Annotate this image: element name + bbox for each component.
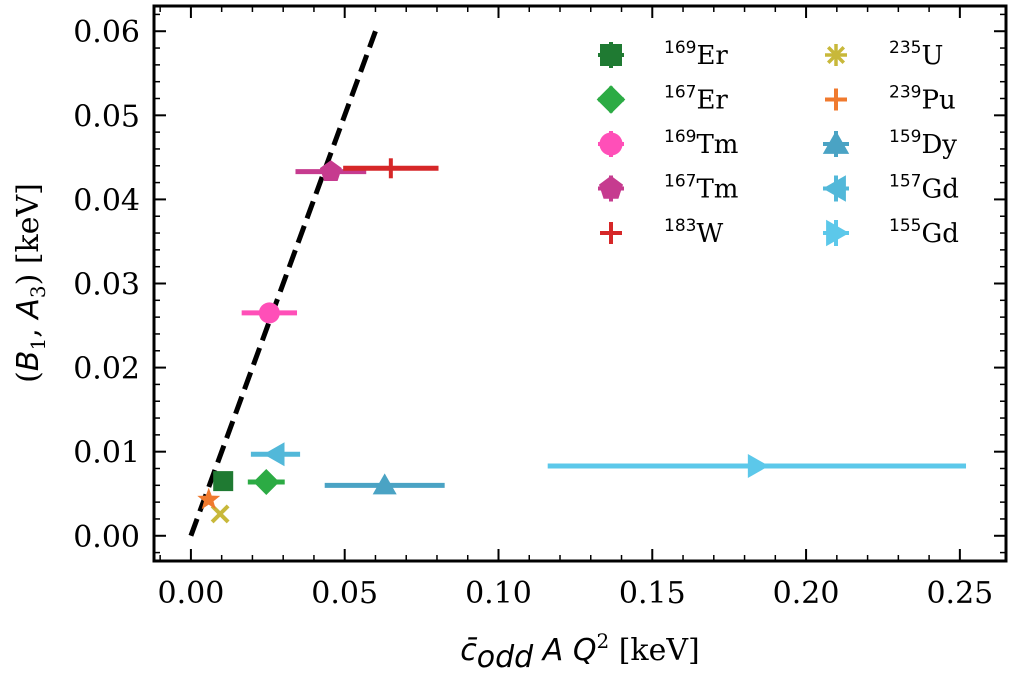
x-tick-label: 0.25 bbox=[926, 576, 993, 611]
legend-item-gd-155: 155Gd bbox=[823, 216, 959, 249]
legend-marker bbox=[822, 175, 846, 202]
data-point bbox=[263, 442, 285, 467]
data-layer bbox=[197, 158, 967, 524]
legend-label: 157Gd bbox=[889, 172, 959, 205]
series-tm-167 bbox=[295, 160, 367, 181]
y-tick-label: 0.01 bbox=[73, 436, 140, 471]
series-w-183 bbox=[343, 158, 439, 179]
data-point bbox=[258, 302, 280, 324]
legend-marker-ray bbox=[826, 45, 846, 65]
legend-marker bbox=[599, 132, 623, 156]
data-point bbox=[253, 468, 280, 495]
legend-item-tm-169: 169Tm bbox=[598, 127, 738, 160]
series-gd-157 bbox=[250, 442, 301, 467]
legend-label: 169Er bbox=[664, 38, 728, 71]
legend-item-w-183: 183W bbox=[600, 216, 723, 249]
legend-item-er-167: 167Er bbox=[596, 83, 728, 116]
legend-marker bbox=[600, 222, 622, 244]
y-tick-label: 0.02 bbox=[73, 352, 140, 387]
data-point bbox=[319, 160, 342, 181]
data-point bbox=[213, 471, 234, 492]
legend-marker bbox=[822, 130, 850, 154]
fit-line bbox=[188, 30, 378, 537]
y-axis-label: (B1, A3) [keV] bbox=[11, 183, 50, 383]
series-er-167 bbox=[247, 468, 285, 495]
x-tick-label: 0.20 bbox=[773, 576, 840, 611]
data-point bbox=[197, 487, 221, 510]
series-er-169 bbox=[213, 471, 234, 492]
series-tm-169 bbox=[241, 302, 298, 324]
legend-item-gd-157: 157Gd bbox=[822, 172, 959, 205]
data-point bbox=[747, 453, 769, 478]
legend-item-tm-167: 167Tm bbox=[598, 172, 738, 205]
y-tick-label: 0.04 bbox=[73, 183, 140, 218]
y-tick-label: 0.05 bbox=[73, 99, 140, 134]
legend: 169Er 167Er 169Tm 167Tm 183W 235U 239Pu 159Dy 15… bbox=[596, 38, 959, 249]
series-dy-159 bbox=[324, 473, 445, 495]
legend-label: 239Pu bbox=[889, 83, 956, 116]
legend-item-u-235: 235U bbox=[825, 38, 943, 71]
x-axis-label: c̄odd A Q2 [keV] bbox=[460, 629, 699, 675]
x-tick-label: 0.10 bbox=[465, 576, 532, 611]
x-tick-label: 0.05 bbox=[311, 576, 378, 611]
series-pu-239 bbox=[197, 487, 221, 510]
legend-item-pu-239: 239Pu bbox=[825, 83, 956, 116]
data-point bbox=[380, 158, 401, 179]
legend-marker bbox=[825, 44, 847, 66]
legend-marker bbox=[826, 219, 850, 247]
legend-item-er-169: 169Er bbox=[598, 38, 728, 71]
fit-line-layer bbox=[188, 30, 378, 537]
legend-label: 183W bbox=[664, 216, 723, 249]
legend-marker bbox=[600, 44, 622, 66]
legend-marker bbox=[596, 85, 626, 114]
legend-marker bbox=[599, 175, 623, 199]
y-tick-label: 0.06 bbox=[73, 15, 140, 50]
legend-label: 155Gd bbox=[889, 216, 959, 249]
legend-label: 167Tm bbox=[664, 172, 738, 205]
data-point bbox=[372, 473, 397, 495]
legend-label: 167Er bbox=[664, 83, 728, 116]
legend-item-dy-159: 159Dy bbox=[822, 127, 957, 160]
legend-label: 159Dy bbox=[889, 127, 957, 160]
legend-label: 169Tm bbox=[664, 127, 738, 160]
tick-layer: 0.00 0.05 0.10 0.15 0.20 0.25 0.00 0.01 0.02 0.03… bbox=[73, 6, 1006, 611]
y-tick-label: 0.00 bbox=[73, 520, 140, 555]
y-tick-label: 0.03 bbox=[73, 268, 140, 303]
data-point-b bbox=[210, 504, 230, 524]
legend-label: 235U bbox=[889, 38, 943, 71]
x-tick-label: 0.00 bbox=[158, 576, 225, 611]
x-tick-label: 0.15 bbox=[619, 576, 686, 611]
series-gd-155 bbox=[547, 453, 967, 478]
legend-marker bbox=[825, 88, 847, 111]
